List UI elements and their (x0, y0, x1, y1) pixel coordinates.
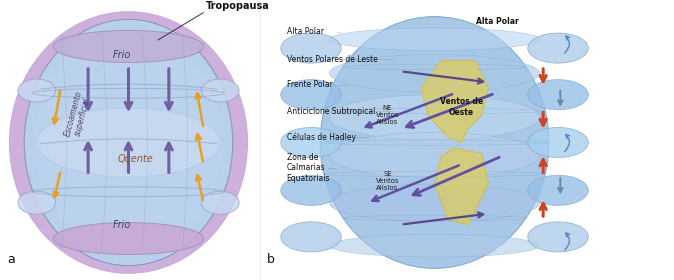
Ellipse shape (528, 222, 588, 252)
Ellipse shape (281, 175, 341, 205)
Ellipse shape (330, 54, 540, 92)
Ellipse shape (24, 19, 233, 266)
Ellipse shape (18, 191, 55, 214)
Text: Frente Polar: Frente Polar (286, 80, 332, 89)
Ellipse shape (202, 79, 239, 102)
Text: Ventos de
Oeste: Ventos de Oeste (440, 97, 483, 117)
Ellipse shape (330, 234, 540, 257)
Ellipse shape (281, 222, 341, 252)
Ellipse shape (34, 32, 222, 253)
Ellipse shape (528, 127, 588, 158)
Text: NE
Ventos
Alísios: NE Ventos Alísios (375, 105, 399, 125)
Ellipse shape (330, 184, 540, 222)
Text: a: a (7, 253, 16, 266)
Ellipse shape (281, 33, 341, 63)
Text: Escoamento
superficial: Escoamento superficial (63, 90, 94, 140)
Ellipse shape (528, 80, 588, 110)
Text: Alta Polar: Alta Polar (476, 17, 519, 26)
Ellipse shape (53, 223, 204, 255)
Ellipse shape (18, 79, 55, 102)
Ellipse shape (37, 108, 220, 177)
Text: Células de Hadley: Células de Hadley (286, 133, 356, 142)
Ellipse shape (330, 132, 540, 178)
Polygon shape (421, 60, 489, 143)
Text: Frio: Frio (113, 50, 131, 60)
Ellipse shape (528, 175, 588, 205)
Ellipse shape (528, 33, 588, 63)
Text: b: b (266, 253, 274, 266)
Ellipse shape (9, 12, 247, 273)
Text: Tropopausa: Tropopausa (206, 1, 270, 11)
Ellipse shape (53, 31, 204, 62)
Ellipse shape (330, 95, 540, 140)
Ellipse shape (320, 17, 549, 268)
Text: Frio: Frio (113, 220, 131, 230)
Ellipse shape (281, 127, 341, 158)
Text: Zona de
Calmarias
Equatoriais: Zona de Calmarias Equatoriais (286, 153, 330, 183)
Ellipse shape (330, 28, 540, 51)
Text: Quente: Quente (117, 154, 153, 164)
Ellipse shape (281, 80, 341, 110)
Text: Anticiclone Subtropical: Anticiclone Subtropical (286, 106, 375, 116)
Text: Ventos Polares de Leste: Ventos Polares de Leste (286, 55, 377, 64)
Ellipse shape (202, 191, 239, 214)
Text: Alta Polar: Alta Polar (286, 27, 324, 36)
Text: SE
Ventos
Alísios: SE Ventos Alísios (375, 171, 399, 191)
Polygon shape (435, 148, 489, 225)
